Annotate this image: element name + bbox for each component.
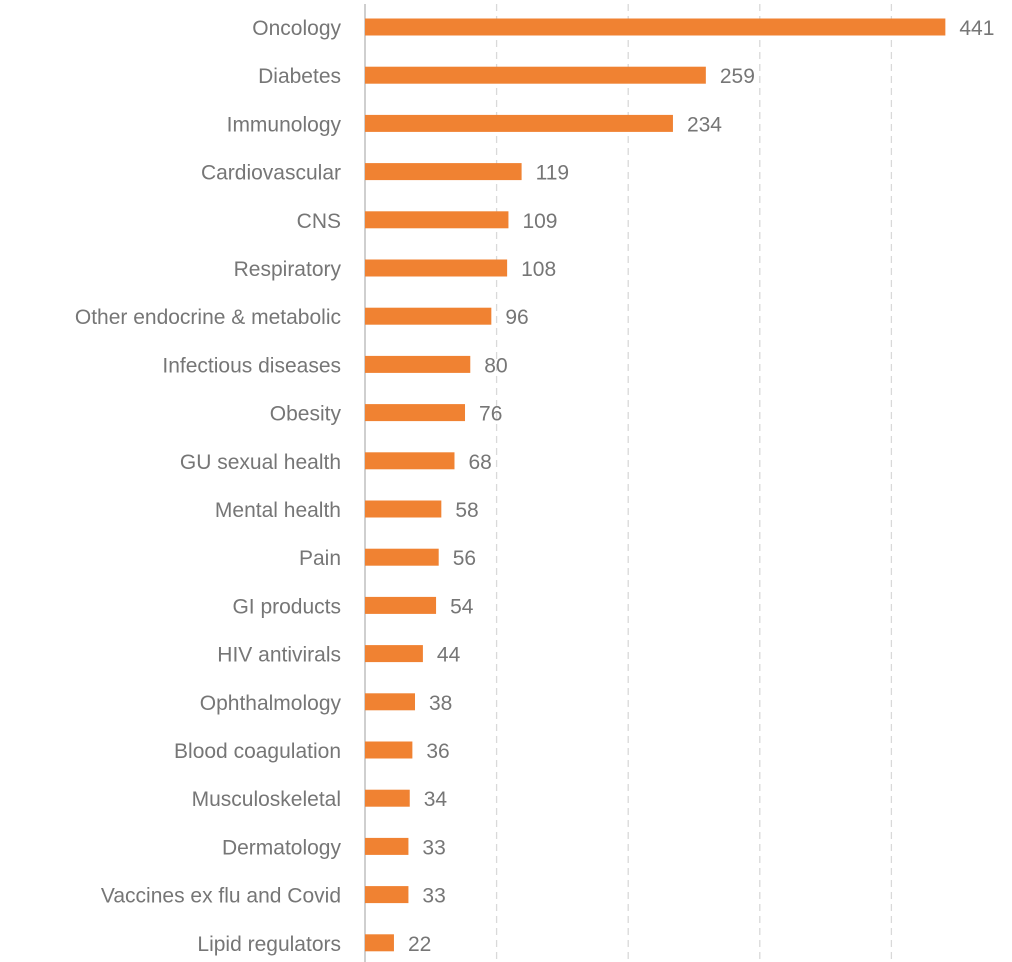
category-label-infectious-diseases: Infectious diseases bbox=[162, 354, 341, 377]
category-label-blood-coagulation: Blood coagulation bbox=[174, 740, 341, 763]
data-label-musculoskeletal: 34 bbox=[424, 788, 448, 811]
category-label-cns: CNS bbox=[297, 210, 341, 233]
category-label-obesity: Obesity bbox=[270, 403, 342, 426]
data-label-oncology: 441 bbox=[959, 17, 994, 40]
category-label-immunology: Immunology bbox=[227, 113, 342, 136]
data-label-immunology: 234 bbox=[687, 113, 722, 136]
bar-respiratory bbox=[365, 259, 508, 277]
category-label-respiratory: Respiratory bbox=[234, 258, 342, 281]
data-label-other-endocrine-and-metabolic: 96 bbox=[505, 306, 528, 329]
category-label-dermatology: Dermatology bbox=[222, 836, 342, 859]
bar-cns bbox=[365, 211, 509, 229]
category-label-gu-sexual-health: GU sexual health bbox=[180, 451, 341, 474]
category-label-cardiovascular: Cardiovascular bbox=[201, 162, 341, 185]
bar-gu-sexual-health bbox=[365, 452, 455, 470]
bar-musculoskeletal bbox=[365, 789, 410, 807]
category-label-musculoskeletal: Musculoskeletal bbox=[192, 788, 341, 811]
category-label-oncology: Oncology bbox=[252, 17, 341, 40]
bar-mental-health bbox=[365, 500, 442, 518]
bar-infectious-diseases bbox=[365, 355, 471, 373]
data-label-vaccines-ex-flu-and-covid: 33 bbox=[422, 885, 445, 908]
bar-other-endocrine-and-metabolic bbox=[365, 307, 492, 325]
bar-vaccines-ex-flu-and-covid bbox=[365, 886, 409, 904]
category-label-hiv-antivirals: HIV antivirals bbox=[217, 644, 341, 667]
data-label-infectious-diseases: 80 bbox=[484, 354, 507, 377]
data-label-respiratory: 108 bbox=[521, 258, 556, 281]
data-label-lipid-regulators: 22 bbox=[408, 933, 431, 956]
data-label-blood-coagulation: 36 bbox=[426, 740, 449, 763]
bar-obesity bbox=[365, 404, 466, 422]
category-label-other-endocrine-and-metabolic: Other endocrine & metabolic bbox=[75, 306, 341, 329]
bar-immunology bbox=[365, 114, 673, 132]
bar-ophthalmology bbox=[365, 693, 416, 711]
data-label-pain: 56 bbox=[453, 547, 476, 570]
gridlines bbox=[364, 4, 893, 962]
data-label-gi-products: 54 bbox=[450, 595, 474, 618]
data-labels: 441 259 234 119 109 108 96 80 76 68 58 56 54 44 38 36 34… bbox=[408, 17, 994, 956]
bar-gi-products bbox=[365, 596, 437, 614]
data-label-mental-health: 58 bbox=[455, 499, 478, 522]
data-label-gu-sexual-health: 68 bbox=[468, 451, 491, 474]
data-label-ophthalmology: 38 bbox=[429, 692, 452, 715]
category-label-vaccines-ex-flu-and-covid: Vaccines ex flu and Covid bbox=[101, 885, 341, 908]
bar-pain bbox=[365, 548, 439, 566]
category-label-diabetes: Diabetes bbox=[258, 65, 341, 88]
data-label-diabetes: 259 bbox=[720, 65, 755, 88]
category-label-mental-health: Mental health bbox=[215, 499, 341, 522]
bar-blood-coagulation bbox=[365, 741, 413, 759]
category-labels: Oncology Diabetes Immunology Cardiovascular… bbox=[75, 17, 342, 956]
category-label-lipid-regulators: Lipid regulators bbox=[197, 933, 341, 956]
category-label-gi-products: GI products bbox=[232, 595, 341, 618]
bar-oncology bbox=[365, 18, 946, 36]
bar-dermatology bbox=[365, 837, 409, 855]
data-label-dermatology: 33 bbox=[422, 836, 445, 859]
bar-lipid-regulators bbox=[365, 934, 394, 952]
category-label-pain: Pain bbox=[299, 547, 341, 570]
category-label-ophthalmology: Ophthalmology bbox=[200, 692, 342, 715]
bar-diabetes bbox=[365, 66, 706, 84]
bar-hiv-antivirals bbox=[365, 645, 423, 663]
data-label-cns: 109 bbox=[522, 210, 557, 233]
bar-cardiovascular bbox=[365, 163, 522, 181]
data-label-cardiovascular: 119 bbox=[536, 162, 569, 185]
data-label-hiv-antivirals: 44 bbox=[437, 644, 461, 667]
data-label-obesity: 76 bbox=[479, 403, 502, 426]
bars bbox=[365, 18, 946, 952]
